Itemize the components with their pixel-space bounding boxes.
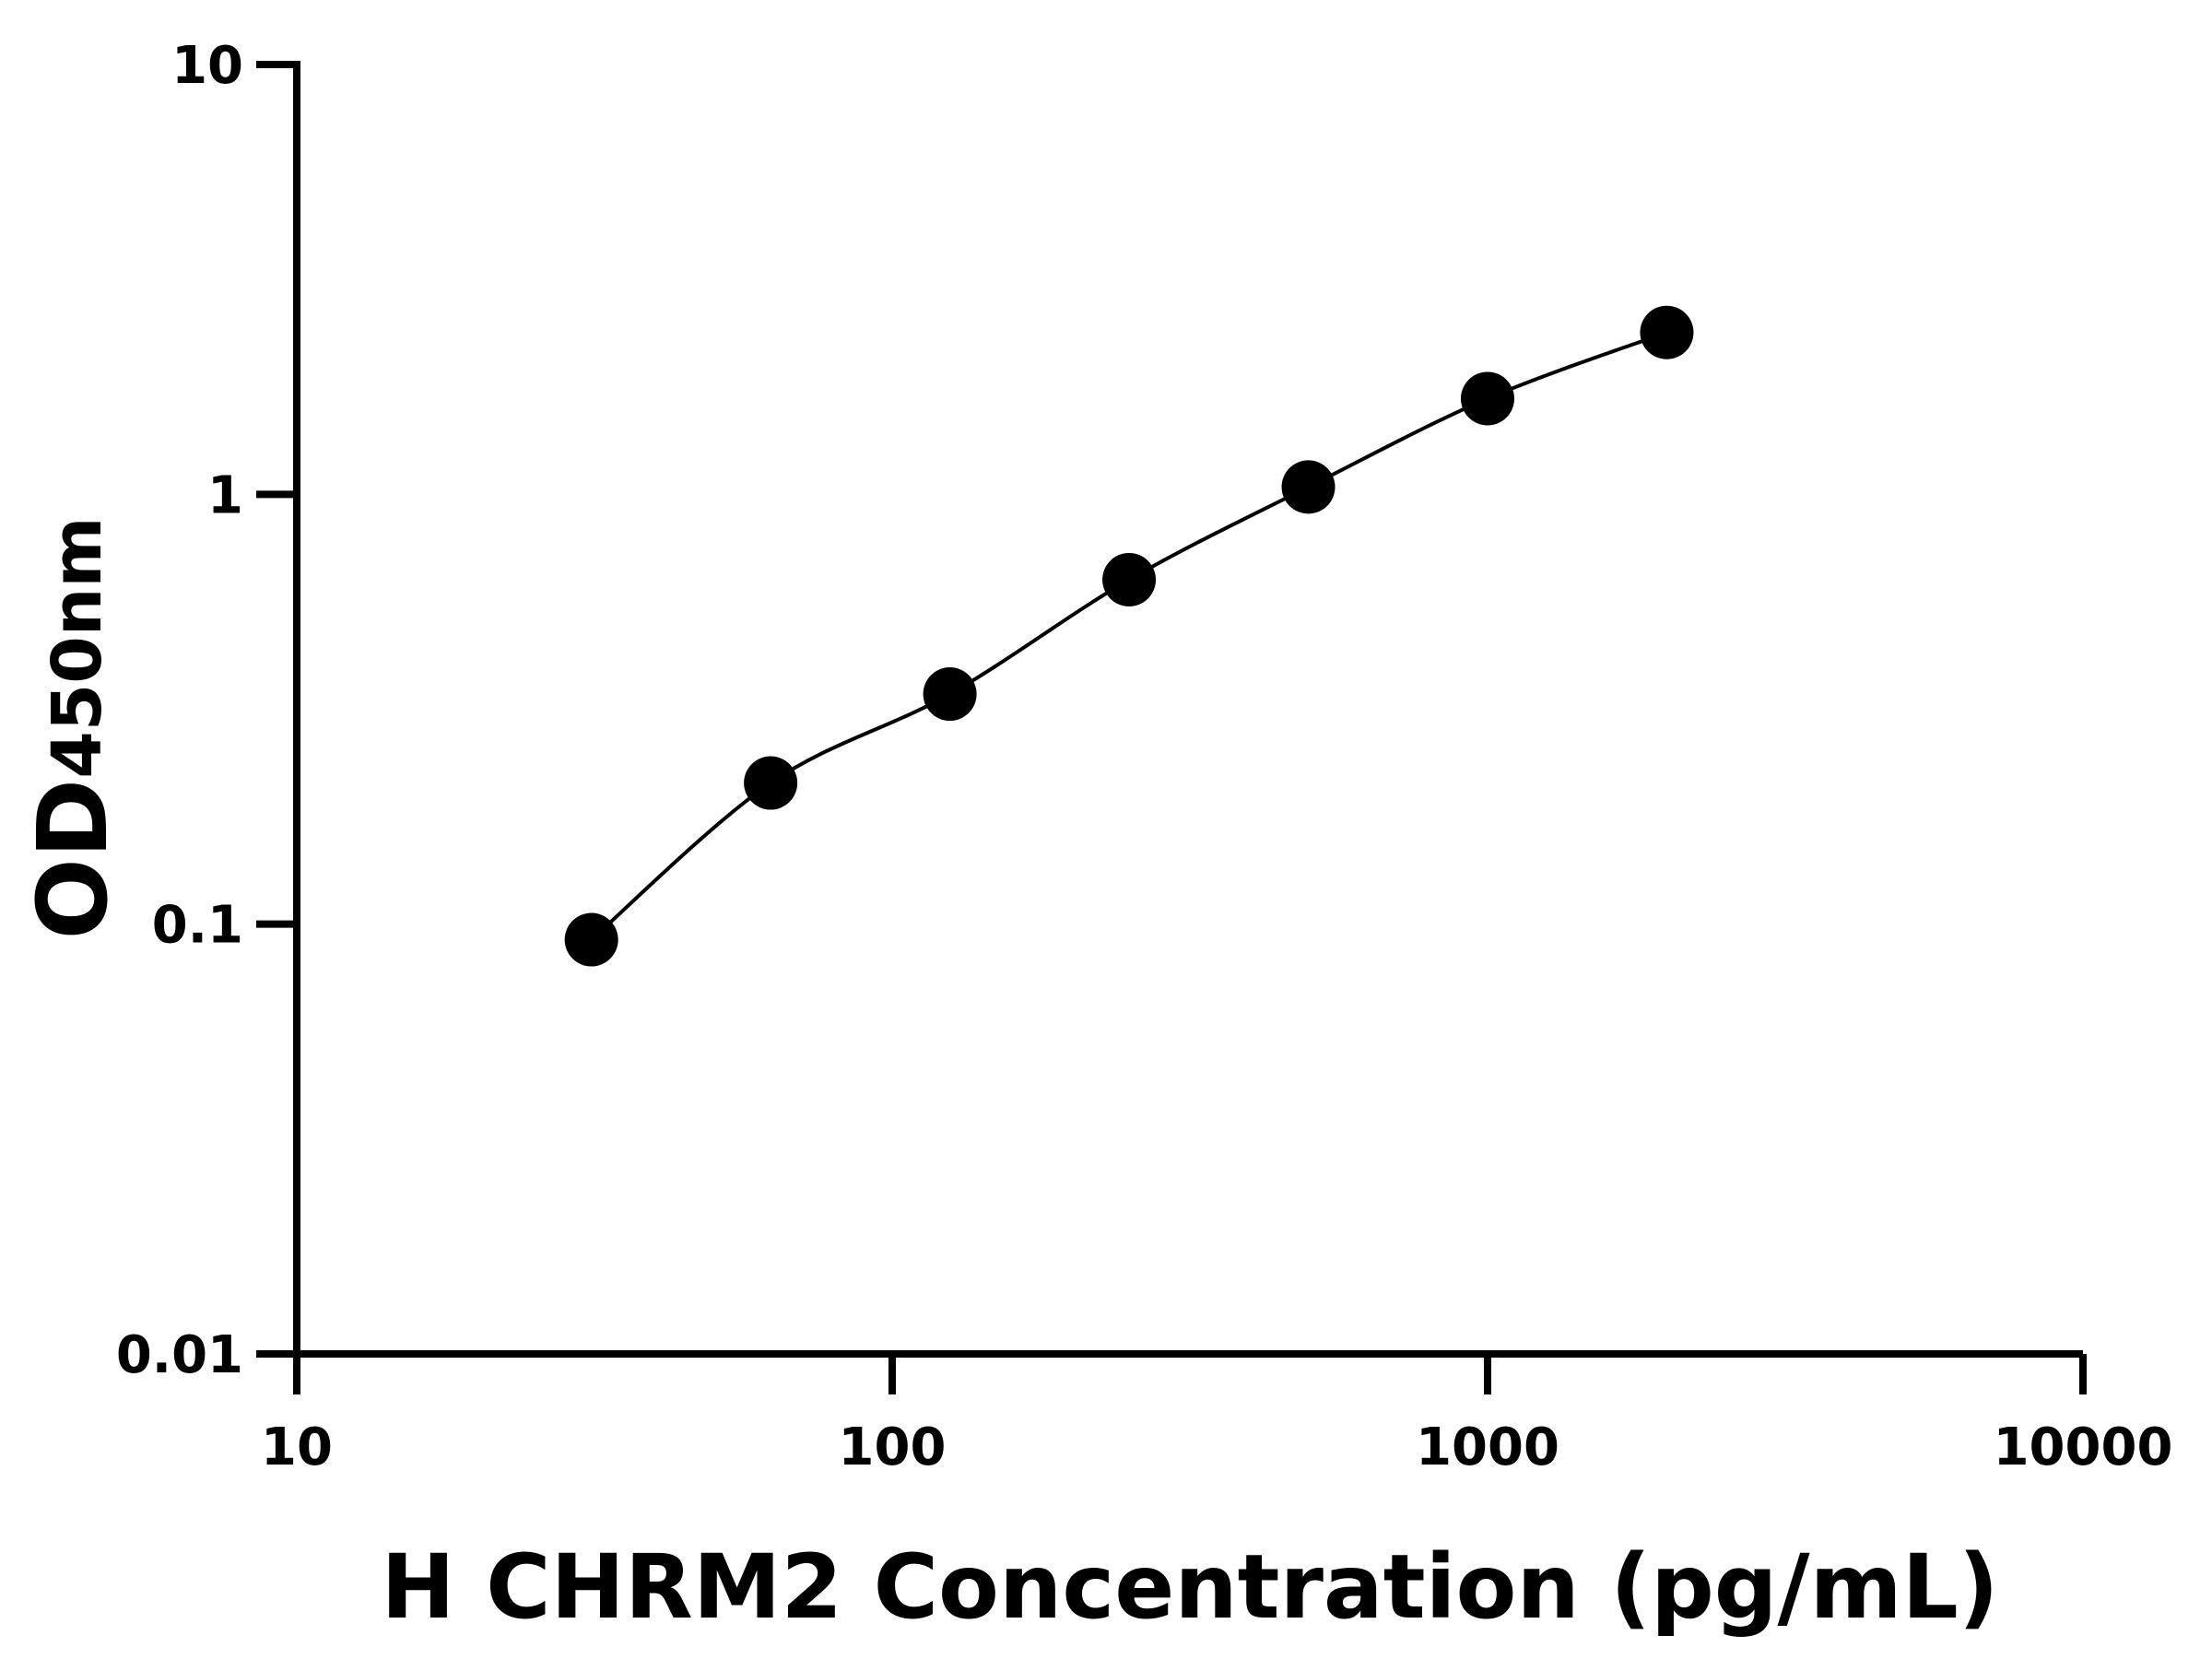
fit-curve — [590, 330, 1668, 942]
y-axis-label: OD450nm — [17, 516, 129, 939]
y-tick-label: 10 — [171, 36, 243, 96]
data-point — [923, 667, 977, 722]
data-point — [1640, 305, 1694, 359]
y-tick-label: 1 — [207, 465, 243, 525]
data-point — [1102, 552, 1157, 606]
y-tick-label: 0.1 — [152, 896, 243, 956]
x-tick-label: 10 — [261, 1418, 333, 1477]
x-tick-label: 100 — [839, 1418, 947, 1477]
data-point — [1281, 460, 1335, 514]
data-point — [564, 912, 618, 967]
x-tick-label: 10000 — [1994, 1418, 2173, 1477]
y-axis-label-subscript: 450nm — [38, 516, 117, 778]
x-tick-label: 1000 — [1416, 1418, 1559, 1477]
y-axis-label-main: OD — [17, 779, 129, 940]
y-tick-label: 0.01 — [116, 1325, 243, 1385]
data-point — [1461, 371, 1514, 426]
data-point — [744, 756, 798, 810]
x-axis-label: H CHRM2 Concentration (pg/mL) — [381, 1535, 1998, 1639]
